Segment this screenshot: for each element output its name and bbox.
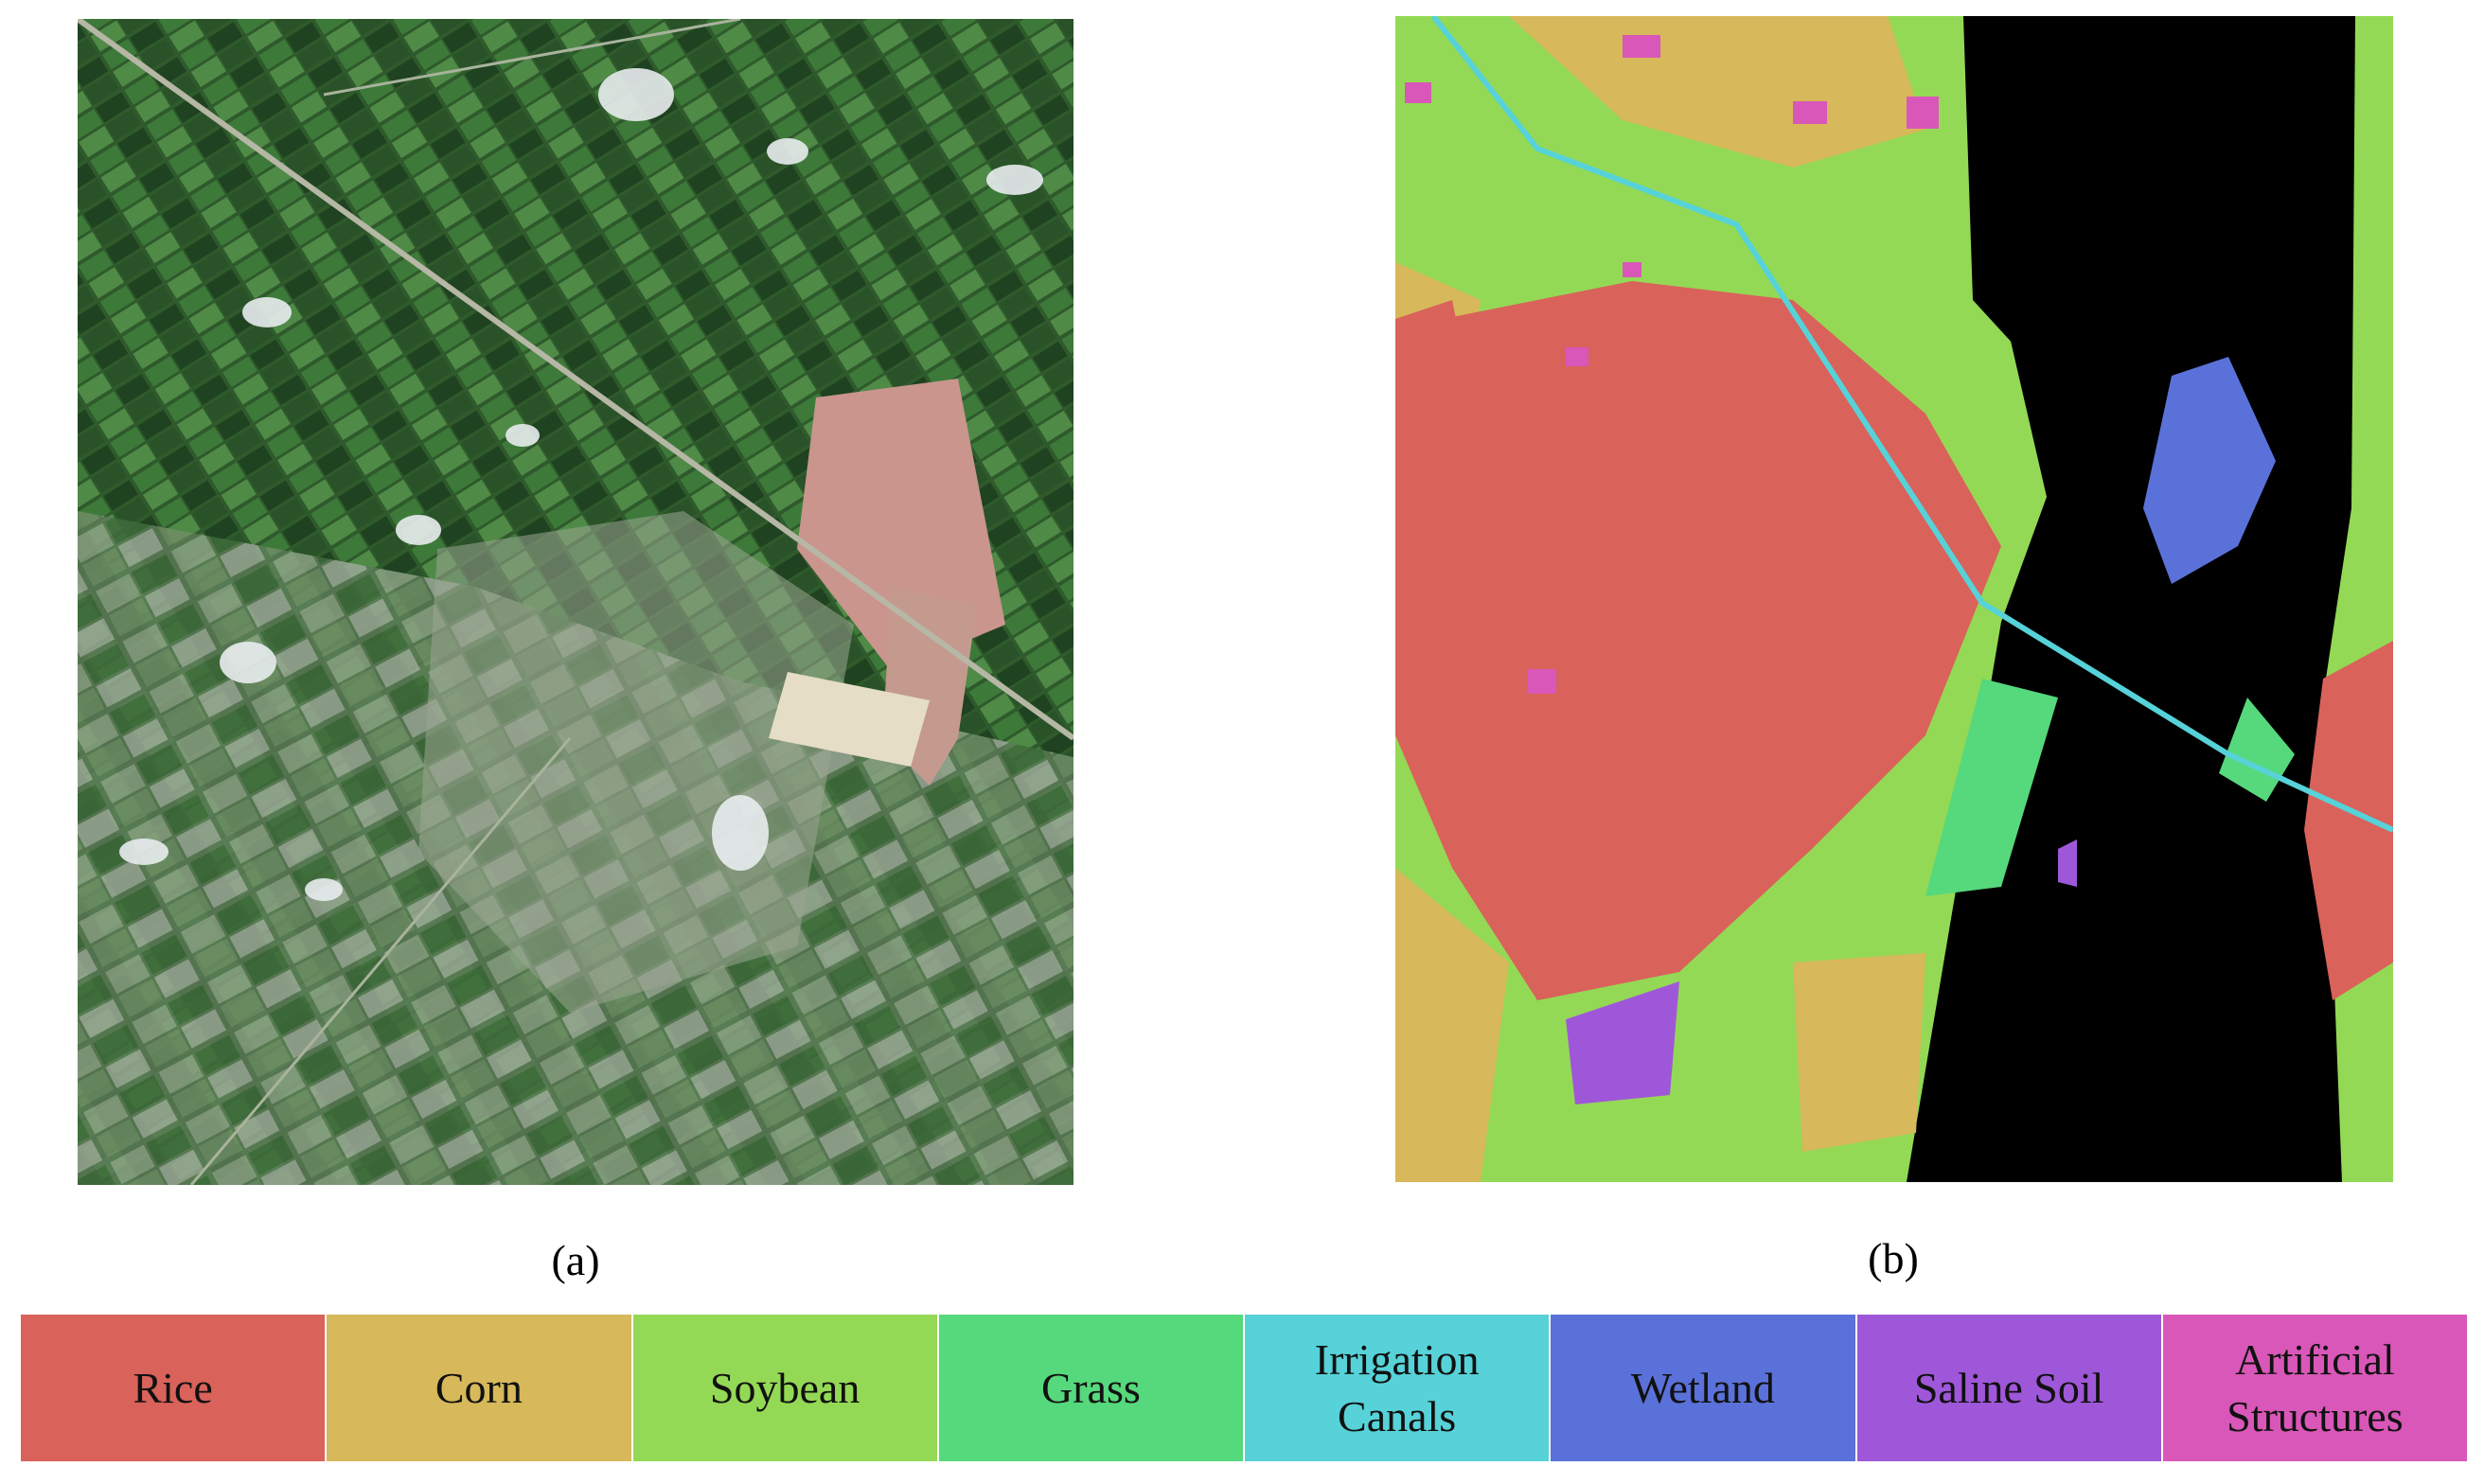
legend-item-saline-soil: Saline Soil <box>1856 1315 2163 1461</box>
satellite-image-panel <box>78 19 1073 1185</box>
unclassified-region <box>1973 16 2393 1182</box>
saline-soil-region <box>1566 981 1679 1104</box>
caption-b: (b) <box>1868 1234 1919 1282</box>
corn-region-top <box>1509 16 1925 168</box>
legend-item-artificial-structures: Artificial Structures <box>2162 1315 2467 1461</box>
artificial-structures <box>1405 35 1939 694</box>
classification-map <box>1395 16 2393 1182</box>
legend-item-grass: Grass <box>938 1315 1245 1461</box>
legend-item-corn: Corn <box>327 1315 633 1461</box>
legend-item-rice: Rice <box>21 1315 328 1461</box>
caption-a: (a) <box>551 1236 600 1284</box>
corn-region-bottom-left <box>1395 868 1509 1182</box>
legend-item-soybean: Soybean <box>632 1315 939 1461</box>
legend-item-wetland: Wetland <box>1551 1315 1857 1461</box>
classification-map-panel <box>1395 16 2393 1182</box>
grass-region <box>1925 679 2058 896</box>
wetland-region <box>2143 357 2276 584</box>
saline-soil-patch <box>2058 839 2077 887</box>
rice-region <box>1395 281 2001 1000</box>
satellite-image <box>78 19 1073 1185</box>
legend-item-irrigation-canals: Irrigation Canals <box>1245 1315 1552 1461</box>
legend: Rice Corn Soybean Grass Irrigation Canal… <box>19 1313 2469 1463</box>
rice-region-left <box>1395 300 1471 451</box>
rice-region-right <box>2304 641 2393 1000</box>
irrigation-canal <box>1430 16 2393 833</box>
corn-region-bottom <box>1793 953 1925 1152</box>
